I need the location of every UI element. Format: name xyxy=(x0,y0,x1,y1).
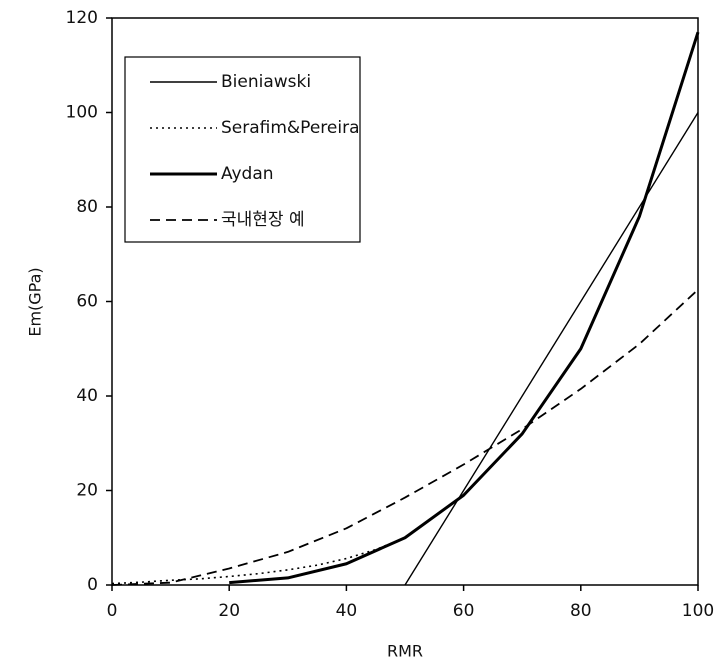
legend-label: Bieniawski xyxy=(221,72,311,92)
x-tick-label: 40 xyxy=(336,601,358,621)
x-tick-label: 60 xyxy=(453,601,475,621)
legend-box xyxy=(124,56,361,243)
y-tick-label: 60 xyxy=(76,292,98,312)
series-line xyxy=(111,289,699,586)
y-tick-label: 80 xyxy=(76,197,98,217)
x-axis-title: RMR xyxy=(387,642,423,661)
x-tick-label: 100 xyxy=(682,601,714,621)
series-line xyxy=(111,537,406,585)
series-line xyxy=(404,112,699,586)
x-tick-label: 20 xyxy=(218,601,240,621)
y-tick-label: 100 xyxy=(66,103,98,123)
y-tick-label: 20 xyxy=(76,481,98,501)
x-tick-label: 80 xyxy=(570,601,592,621)
y-tick-label: 120 xyxy=(66,8,98,28)
y-axis-title: Em(GPa) xyxy=(26,267,45,336)
legend-label: 국내현장 예 xyxy=(221,210,305,230)
y-tick-label: 0 xyxy=(87,575,98,595)
series-line xyxy=(229,31,700,585)
legend-label: Serafim&Pereira xyxy=(221,118,360,138)
x-tick-label: 0 xyxy=(107,601,118,621)
y-tick-label: 40 xyxy=(76,386,98,406)
legend-label: Aydan xyxy=(221,164,274,184)
